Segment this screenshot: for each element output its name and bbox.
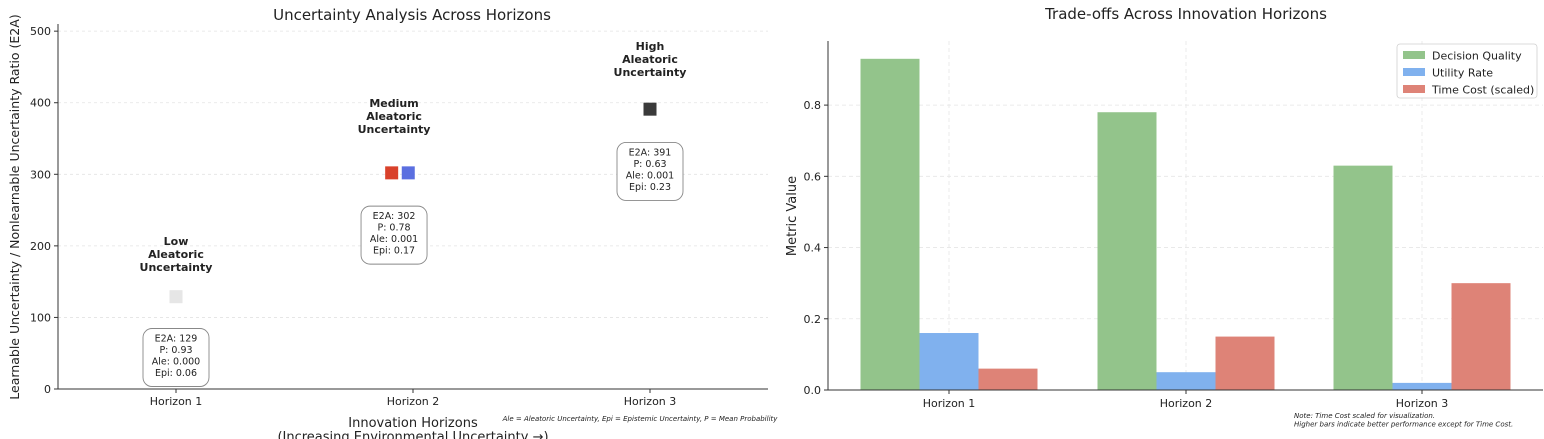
y-axis-label: Learnable Uncertainty / Nonlearnable Unc…	[7, 14, 22, 399]
x-tick-label: Horizon 3	[1396, 397, 1449, 410]
legend-swatch	[1403, 51, 1425, 59]
y-tick-label: 300	[30, 168, 51, 181]
uncertainty-label: Uncertainty	[614, 66, 687, 79]
chart-title: Trade-offs Across Innovation Horizons	[1044, 5, 1327, 23]
y-tick-label: 400	[30, 97, 51, 110]
uncertainty-label: Aleatoric	[148, 248, 204, 261]
chart-note: Note: Time Cost scaled for visualization…	[1294, 412, 1435, 420]
uncertainty-label: Aleatoric	[622, 53, 678, 66]
x-axis-label: Innovation Horizons	[348, 416, 478, 431]
info-box	[616, 141, 684, 201]
info-box	[142, 328, 210, 387]
y-tick-label: 0.2	[804, 313, 822, 326]
y-axis-label: Metric Value	[785, 176, 800, 256]
bar	[1392, 382, 1452, 390]
uncertainty-label: Medium	[369, 97, 418, 110]
uncertainty-label: Uncertainty	[140, 261, 213, 274]
legend-swatch	[1403, 85, 1425, 93]
info-box-text: Epi: 0.23	[629, 182, 671, 193]
info-box	[360, 205, 428, 265]
x-axis-sublabel: (Increasing Environmental Uncertainty →)	[277, 430, 548, 439]
legend-swatch	[1403, 68, 1425, 76]
x-tick-label: Horizon 1	[923, 397, 976, 410]
y-tick-label: 0.4	[804, 242, 822, 255]
info-box-text: E2A: 391	[629, 147, 672, 158]
y-tick-label: 0.0	[804, 384, 822, 397]
legend-label: Utility Rate	[1432, 67, 1493, 80]
info-box-text: P: 0.93	[159, 345, 192, 356]
info-box-text: Ale: 0.001	[370, 234, 418, 245]
info-box-text: Ale: 0.001	[626, 170, 674, 181]
y-tick-label: 0.6	[804, 170, 822, 183]
bar	[919, 333, 979, 390]
uncertainty-label: High	[636, 40, 665, 53]
info-box-text: E2A: 302	[373, 211, 416, 222]
bar	[978, 368, 1038, 390]
x-tick-label: Horizon 2	[1160, 397, 1213, 410]
x-tick-label: Horizon 1	[150, 395, 203, 408]
info-box-text: Epi: 0.17	[373, 246, 415, 257]
info-box-text: P: 0.63	[633, 159, 666, 170]
y-tick-label: 0	[44, 383, 51, 396]
info-box-text: E2A: 129	[155, 334, 198, 345]
data-point	[169, 290, 183, 304]
info-box-text: P: 0.78	[377, 223, 410, 234]
bar	[1156, 372, 1216, 390]
info-box-text: Epi: 0.06	[155, 368, 197, 379]
data-point	[643, 102, 657, 116]
y-tick-label: 200	[30, 240, 51, 253]
legend-box	[1396, 43, 1538, 99]
uncertainty-label: Low	[164, 235, 189, 248]
x-tick-label: Horizon 2	[387, 395, 440, 408]
legend-label: Decision Quality	[1432, 50, 1522, 63]
legend-label: Time Cost (scaled)	[1431, 84, 1534, 97]
data-point	[385, 166, 399, 180]
chart-title: Uncertainty Analysis Across Horizons	[273, 6, 551, 24]
bar	[1333, 165, 1393, 390]
data-point	[401, 166, 415, 180]
info-box-text: Ale: 0.000	[152, 357, 200, 368]
bar	[1451, 283, 1511, 390]
x-tick-label: Horizon 3	[624, 395, 677, 408]
y-tick-label: 0.8	[804, 99, 822, 112]
chart-note: Higher bars indicate better performance …	[1294, 421, 1513, 429]
bar	[1097, 112, 1157, 390]
y-tick-label: 100	[30, 311, 51, 324]
uncertainty-label: Aleatoric	[366, 110, 422, 123]
bar	[1215, 336, 1275, 390]
y-tick-label: 500	[30, 25, 51, 38]
chart-footnote: Ale = Aleatoric Uncertainty, Epi = Epist…	[502, 415, 779, 423]
uncertainty-label: Uncertainty	[358, 123, 431, 136]
bar	[860, 58, 920, 390]
